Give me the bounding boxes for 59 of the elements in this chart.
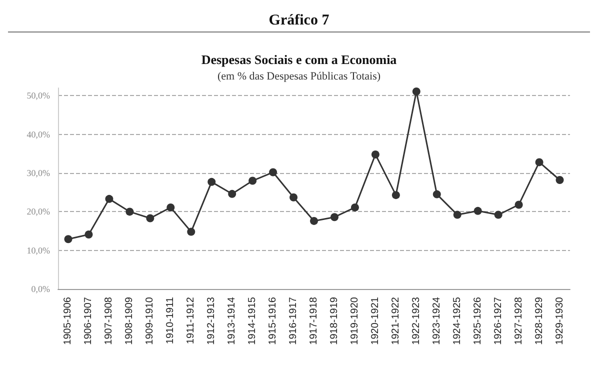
point (269, 168, 278, 176)
text: (em % das Despesas Públicas Totais) (217, 70, 381, 82)
x-tick-label: 1926-1927 (492, 296, 504, 345)
y-tick-label: 30,0% (26, 168, 50, 178)
point (330, 213, 338, 222)
x-tick-label: 1927-1928 (513, 296, 524, 345)
point (412, 87, 420, 96)
x-tick-label: 1929-1930 (554, 296, 566, 345)
point (556, 176, 564, 184)
point (453, 210, 462, 219)
point (392, 191, 400, 200)
x-tick-label: 1908-1909 (124, 296, 136, 345)
point (187, 228, 196, 236)
x-tick-label: 1914-1915 (247, 296, 258, 345)
point (126, 208, 134, 216)
x-tick-label: 1911-1912 (186, 296, 197, 344)
x-tick-label: 1916-1917 (288, 296, 300, 345)
point (105, 194, 114, 203)
y-tick-label: 40,0% (26, 129, 50, 140)
point (474, 206, 482, 215)
point (84, 230, 93, 238)
x-tick-label: 1910-1911 (165, 296, 176, 344)
y-tick-label: 0,0% (31, 284, 50, 294)
x-tick-label: 1912-1913 (206, 296, 218, 345)
x-tick-label: 1913-1914 (226, 296, 238, 345)
x-tick-label: 1909-1910 (144, 296, 156, 345)
x-tick-label: 1925-1926 (472, 296, 484, 345)
x-tick-label: 1924-1925 (452, 296, 463, 345)
x-tick-label: 1919-1920 (349, 296, 360, 345)
y-tick-label: 20,0% (26, 206, 50, 217)
point (350, 203, 359, 212)
x-tick-label: 1917-1918 (308, 296, 320, 345)
point (228, 190, 236, 198)
y-tick-label: 50,0% (26, 90, 50, 101)
x-tick-label: 1923-1924 (431, 296, 442, 345)
chart-subtitle: Despesas Sociais e com a Economia (201, 52, 398, 67)
point (494, 210, 502, 219)
chart-title: Gráfico 7 (268, 12, 330, 28)
x-tick-label: 1928-1929 (534, 296, 545, 345)
point (535, 158, 544, 166)
x-tick-label: 1905-1906 (62, 296, 74, 345)
point (371, 150, 380, 158)
x-tick-label: 1921-1922 (390, 296, 402, 345)
x-tick-label: 1922-1923 (410, 296, 422, 345)
point (514, 200, 523, 209)
x-tick-label: 1907-1908 (104, 296, 115, 345)
point (146, 214, 154, 222)
x-tick-label: 1918-1919 (328, 296, 340, 345)
point (432, 190, 441, 198)
y-tick-label: 10,0% (26, 245, 50, 256)
point (64, 235, 72, 244)
x-tick-label: 1906-1907 (83, 296, 94, 345)
x-tick-label: 1915-1916 (268, 296, 279, 345)
point (290, 193, 298, 202)
point (166, 203, 175, 212)
point (208, 178, 216, 186)
x-tick-label: 1920-1921 (370, 296, 381, 345)
point (310, 216, 318, 225)
point (248, 176, 257, 185)
